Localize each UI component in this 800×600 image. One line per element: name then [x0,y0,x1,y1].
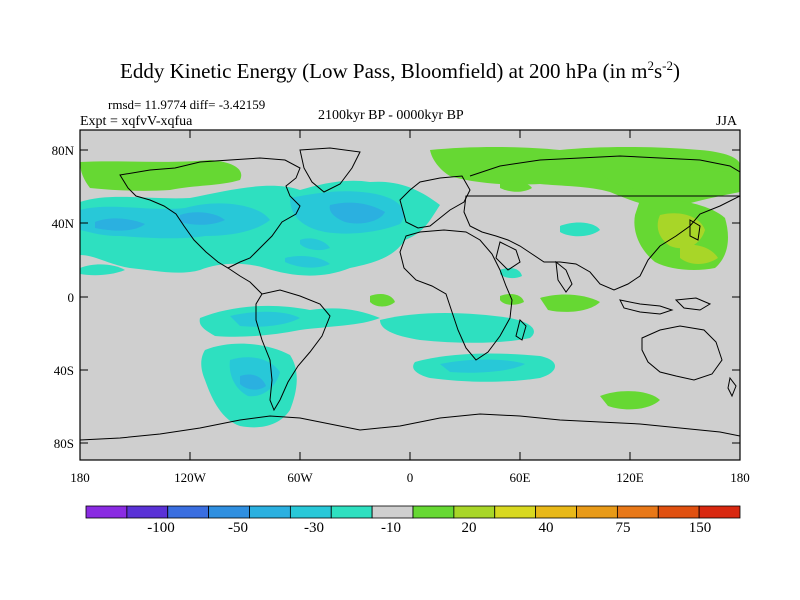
colorbar-label-2: -50 [228,520,248,536]
colorbar-swatch [167,505,210,519]
colorbar-swatch [576,505,618,519]
colorbar-swatch [85,505,128,519]
y-label-80n: 80N [51,143,74,158]
x-label-0: 0 [406,470,414,485]
season-label: JJA [716,114,738,129]
x-label-60e: 60E [509,470,531,485]
colorbar-swatch [494,505,537,519]
positive-anomaly-fields [80,147,740,410]
negative-anomaly-fields [80,180,600,428]
colorbar-swatch [535,505,577,519]
colorbar-swatch [616,505,659,519]
colorbar-swatch [657,505,700,519]
colorbar-label-8: 150 [688,520,712,536]
y-label-40s: 40S [53,363,74,378]
experiment-label: Expt = xqfvV-xqfua [80,114,193,129]
colorbar-swatch [330,505,373,519]
coastlines [80,147,740,441]
colorbar-label-6: 40 [538,520,554,536]
chart-title: Eddy Kinetic Energy (Low Pass, Bloomfiel… [120,58,680,83]
colorbar-swatch [698,505,741,519]
colorbar-swatch [371,505,414,519]
y-label-40n: 40N [51,216,74,231]
colorbar [85,505,741,519]
x-label-180e: 180 [730,470,750,485]
x-label-120e: 120E [616,470,644,485]
x-label-120w: 120W [174,470,206,485]
y-label-80s: 80S [53,436,74,451]
colorbar-swatch [453,505,496,519]
colorbar-swatch [208,505,250,519]
y-ticks [80,149,740,444]
colorbar-label-1: -100 [147,520,175,536]
colorbar-label-3: -30 [304,520,324,536]
colorbar-label-5: 20 [461,520,477,536]
colorbar-swatch [412,505,455,519]
colorbar-label-7: 75 [615,520,631,536]
y-label-0: 0 [67,290,75,305]
colorbar-swatch [126,505,169,519]
x-ticks [79,130,741,460]
stats-text: rmsd= 11.9774 diff= -3.42159 [108,97,266,112]
colorbar-label-4: -10 [381,520,401,536]
colorbar-swatch [249,505,291,519]
x-label-60w: 60W [287,470,313,485]
x-label-180w: 180 [70,470,90,485]
period-label: 2100kyr BP - 0000kyr BP [318,108,464,123]
colorbar-swatch [289,505,332,519]
